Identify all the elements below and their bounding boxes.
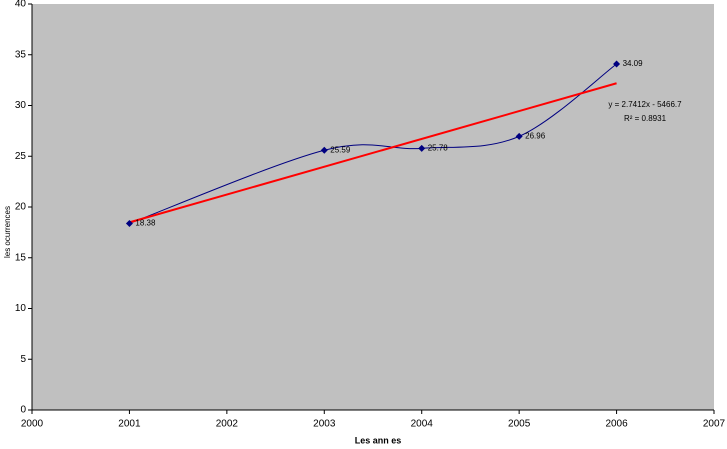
trendline-r-squared: R² = 0.8931 [624,114,667,123]
y-tick-label: 20 [15,202,27,213]
data-point [515,132,523,140]
data-point [320,146,328,154]
plot-area [32,4,714,410]
series-line [129,63,617,224]
y-tick-label: 30 [15,100,27,111]
data-label: 34.09 [623,59,644,68]
y-tick-label: 5 [20,354,26,365]
x-axis-title: Les ann es [355,435,402,445]
x-tick-label: 2007 [703,419,726,430]
data-label: 25.59 [330,145,351,154]
data-label: 25.78 [428,143,449,152]
y-tick-label: 15 [15,252,27,263]
data-point [418,144,426,152]
trendline [129,82,617,224]
y-tick-label: 25 [15,151,27,162]
data-label: 18.38 [135,219,156,228]
data-label: 26.96 [525,131,546,140]
data-point [125,219,133,227]
y-axis-title: les ocurrences [3,206,12,258]
x-tick-label: 2004 [411,419,434,430]
x-tick-label: 2005 [508,419,531,430]
y-tick-label: 10 [15,303,27,314]
data-point [613,60,621,68]
y-tick-label: 0 [20,405,26,416]
x-tick-label: 2003 [313,419,336,430]
x-tick-label: 2002 [216,419,239,430]
y-tick-label: 40 [15,0,27,10]
trendline-equation: y = 2.7412x - 5466.7 [608,100,682,109]
x-tick-label: 2001 [118,419,141,430]
x-tick-label: 2000 [21,419,44,430]
x-tick-label: 2006 [605,419,628,430]
y-tick-label: 35 [15,49,27,60]
